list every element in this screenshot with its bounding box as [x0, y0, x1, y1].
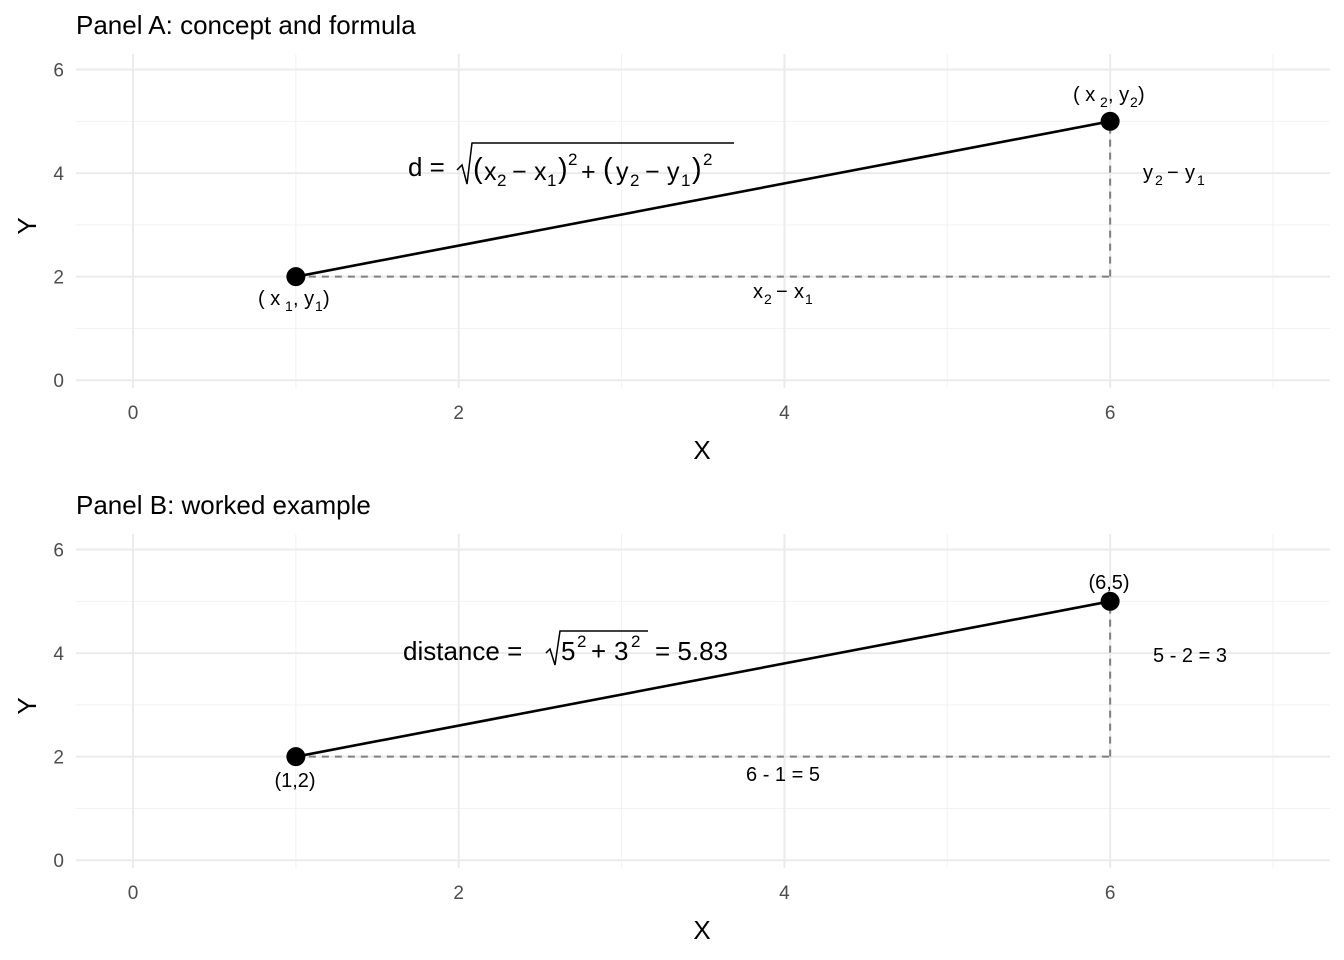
panel-b-dy-label: 5 - 2 = 3: [1153, 645, 1227, 667]
svg-text:y: y: [1143, 162, 1153, 184]
panel-b-dx-label: 6 - 1 = 5: [746, 764, 820, 786]
panel-b-y-tick-label: 4: [53, 644, 64, 665]
panel-b-x-tick-label: 4: [779, 883, 790, 904]
svg-text:= 5.83: = 5.83: [655, 636, 728, 666]
panel-a-distance-segment: [295, 120, 1111, 278]
svg-text:y: y: [667, 158, 680, 186]
panel-b-point-2: [1100, 591, 1120, 611]
panel-a-points: [286, 111, 1120, 287]
svg-text:−: −: [1167, 162, 1179, 184]
svg-text:, y: , y: [1108, 84, 1129, 106]
panel-b-x-tick-label: 6: [1105, 883, 1116, 904]
panel-a-x-tick-label: 2: [453, 403, 464, 424]
svg-text:(: (: [603, 153, 613, 185]
svg-text:y: y: [616, 158, 629, 186]
panel-b-y-tick-label: 0: [53, 851, 64, 872]
svg-text:+: +: [581, 158, 596, 186]
svg-text:1: 1: [285, 298, 293, 314]
panel-a-title: Panel A: concept and formula: [76, 10, 416, 40]
svg-text:−: −: [645, 158, 660, 186]
panel-a-dx-label: x 2 − x 1: [753, 281, 813, 307]
panel-a-y-tick-label: 4: [53, 164, 64, 185]
panel-a-dy-label: y 2 − y 1: [1143, 162, 1205, 188]
svg-text:1: 1: [1197, 172, 1205, 188]
panel-a-formula: d = ( x 2 − x 1 ) 2 + ( y 2 − y 1 ) 2: [408, 142, 734, 190]
panel-b-title: Panel B: worked example: [76, 490, 371, 520]
svg-text:1: 1: [805, 291, 813, 307]
panel-a-point-2: [1100, 111, 1120, 131]
svg-text:): ): [558, 153, 568, 185]
panel-b-y-axis-title: Y: [12, 697, 42, 714]
panel-a-point-label-1: ( x 1 , y 1 ): [258, 288, 330, 314]
panel-b-ticks: 0 2 4 6 0 2 4 6: [53, 541, 1115, 904]
svg-text:1: 1: [315, 298, 323, 314]
svg-text:x: x: [484, 158, 497, 186]
panel-b-point-label-1: (1,2): [274, 770, 315, 792]
svg-text:( x: ( x: [258, 288, 280, 310]
panel-b-y-tick-label: 2: [53, 748, 64, 769]
svg-text:2: 2: [631, 632, 640, 651]
svg-text:2: 2: [703, 150, 712, 169]
svg-text:5: 5: [561, 636, 575, 666]
panel-a-y-tick-label: 0: [53, 371, 64, 392]
panel-b-grid: [76, 534, 1330, 868]
svg-text:2: 2: [1155, 172, 1163, 188]
panel-b-distance-segment: [295, 600, 1111, 758]
panel-a-y-tick-label: 6: [53, 61, 64, 82]
panel-b-formula: distance = 5 2 + 3 2 = 5.83: [403, 630, 728, 666]
svg-text:2: 2: [1100, 94, 1108, 110]
svg-text:x: x: [534, 158, 547, 186]
panel-b-segments: [295, 600, 1112, 758]
panel-b-y-tick-label: 6: [53, 541, 64, 562]
svg-text:2: 2: [1130, 94, 1138, 110]
svg-text:2: 2: [497, 171, 506, 190]
panel-b-point-1: [286, 747, 306, 767]
panel-a-point-label-2: ( x 2 , y 2 ): [1073, 84, 1145, 110]
panel-b-point-label-2: (6,5): [1088, 572, 1129, 594]
svg-text:( x: ( x: [1073, 84, 1095, 106]
svg-text:y: y: [1185, 162, 1195, 184]
svg-text:−: −: [776, 281, 788, 303]
panel-a: Panel A: concept and formula 0 2 4 6 0 2 4 6 d …: [12, 10, 1330, 465]
svg-text:): ): [323, 288, 330, 310]
panel-a-y-tick-label: 2: [53, 268, 64, 289]
panel-a-x-tick-label: 0: [128, 403, 139, 424]
panel-b-x-tick-label: 2: [453, 883, 464, 904]
svg-text:distance =: distance =: [403, 636, 522, 666]
svg-text:1: 1: [681, 171, 690, 190]
panel-a-y-axis-title: Y: [12, 217, 42, 234]
panel-a-ticks: 0 2 4 6 0 2 4 6: [53, 61, 1115, 424]
svg-text:−: −: [512, 158, 527, 186]
svg-text:2: 2: [764, 291, 772, 307]
svg-text:+: +: [591, 636, 606, 666]
panel-b-x-axis-title: X: [693, 915, 710, 945]
panel-b-x-tick-label: 0: [128, 883, 139, 904]
svg-text:x: x: [753, 281, 763, 303]
panel-a-point-1: [286, 267, 306, 287]
svg-text:): ): [692, 153, 702, 185]
svg-text:1: 1: [547, 171, 556, 190]
panel-b: Panel B: worked example 0 2 4 6 0 2 4 6 distanc…: [12, 490, 1330, 945]
svg-text:2: 2: [577, 632, 586, 651]
svg-text:(: (: [473, 153, 483, 185]
svg-text:d =: d =: [408, 152, 445, 182]
svg-text:): ): [1138, 84, 1145, 106]
svg-text:3: 3: [614, 636, 628, 666]
panel-b-points: [286, 591, 1120, 767]
panel-a-x-tick-label: 6: [1105, 403, 1116, 424]
svg-text:x: x: [794, 281, 804, 303]
panel-a-x-tick-label: 4: [779, 403, 790, 424]
svg-text:, y: , y: [293, 288, 314, 310]
svg-text:2: 2: [568, 150, 577, 169]
panel-a-segments: [295, 120, 1112, 278]
svg-text:2: 2: [630, 171, 639, 190]
panel-a-x-axis-title: X: [693, 435, 710, 465]
